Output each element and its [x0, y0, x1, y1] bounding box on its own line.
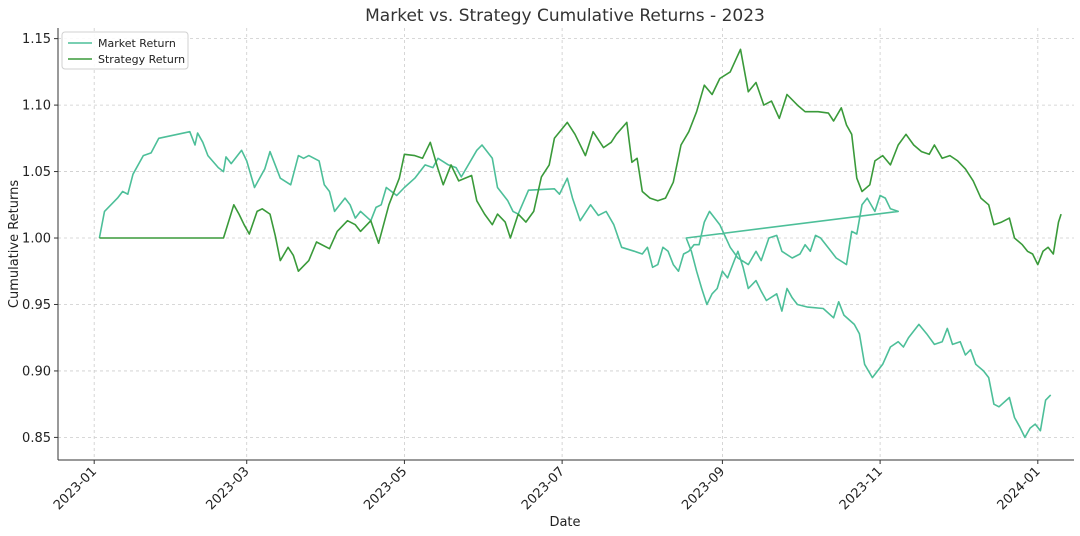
- grid: [58, 28, 1074, 460]
- y-tick-label: 1.05: [22, 165, 51, 180]
- x-tick-label: 2023-07: [519, 464, 568, 513]
- x-tick-label: 2023-01: [51, 464, 100, 513]
- x-tick-label: 2023-11: [837, 464, 886, 513]
- series-line-market-return: [98, 130, 1052, 439]
- legend-box: [61, 31, 189, 70]
- y-tick-label: 1.10: [22, 99, 51, 114]
- y-tick-label: 0.90: [22, 364, 51, 379]
- y-axis-ticks: 0.85 0.90 0.95 1.00 1.05 1.10 1.15: [22, 32, 58, 446]
- y-tick-label: 0.95: [22, 298, 51, 313]
- legend: Market Return Strategy Return: [61, 31, 189, 70]
- x-axis-label: Date: [549, 515, 580, 530]
- x-tick-label: 2023-05: [361, 464, 410, 513]
- y-tick-label: 1.15: [22, 32, 51, 47]
- x-tick-label: 2023-09: [679, 464, 728, 513]
- y-axis-label: Cumulative Returns: [7, 180, 22, 308]
- series-lines: [98, 48, 1062, 439]
- chart-title: Market vs. Strategy Cumulative Returns -…: [365, 6, 765, 26]
- x-tick-label: 2024-01: [995, 464, 1044, 513]
- x-tick-label: 2023-03: [204, 464, 253, 513]
- legend-label-strategy-return: Strategy Return: [98, 53, 185, 66]
- x-axis-ticks: 2023-01 2023-03 2023-05 2023-07 2023-09 2023-…: [51, 460, 1044, 513]
- legend-label-market-return: Market Return: [98, 37, 176, 50]
- y-tick-label: 1.00: [22, 232, 51, 247]
- series-line-strategy-return: [99, 48, 1062, 272]
- y-tick-label: 0.85: [22, 431, 51, 446]
